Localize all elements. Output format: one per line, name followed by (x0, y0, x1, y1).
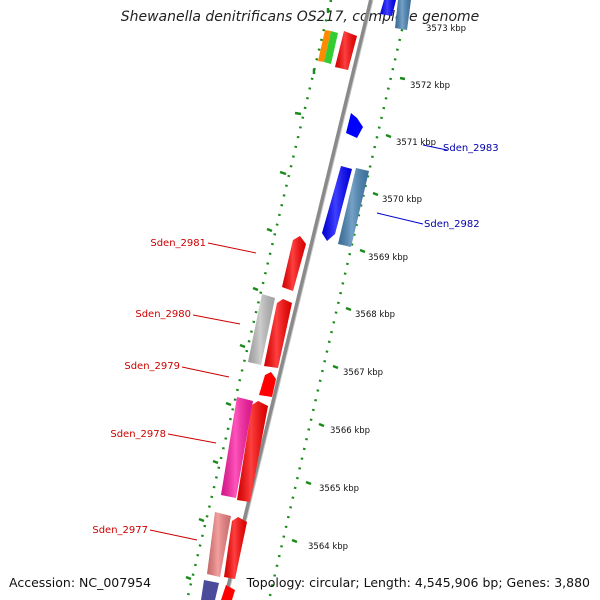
gene-feature[interactable] (335, 31, 357, 70)
leader-line (192, 314, 241, 325)
genome-summary-text: Topology: circular; Length: 4,545,906 bp… (246, 575, 590, 590)
genome-backbone-highlight (226, 0, 374, 600)
outer-tick (332, 364, 339, 370)
inner-tick (225, 401, 232, 407)
inner-tick (294, 111, 302, 116)
outer-ring-ticks (291, 76, 406, 544)
gene-feature[interactable] (237, 401, 268, 502)
inner-dotted-ring (185, 0, 333, 600)
genome-backbone (223, 0, 373, 600)
gene-label[interactable]: Sden_2981 (150, 238, 206, 249)
label-leaders (149, 144, 448, 541)
scale-label: 3572 kbp (410, 81, 450, 91)
leader-line (376, 212, 424, 225)
inner-tick (252, 286, 259, 292)
accession-text: Accession: NC_007954 (9, 575, 152, 590)
outer-tick (291, 538, 298, 544)
leader-line (422, 144, 448, 151)
inner-gene-track (201, 30, 357, 600)
gene-feature[interactable] (221, 585, 235, 600)
gene-label[interactable]: Sden_2980 (135, 309, 191, 320)
scale-label: 3570 kbp (382, 195, 422, 205)
gene-feature[interactable] (324, 31, 338, 64)
gene-feature[interactable] (346, 113, 363, 138)
leader-line (167, 433, 217, 444)
gene-label[interactable]: Sden_2982 (424, 219, 480, 230)
scale-label: 3571 kbp (396, 138, 436, 148)
outer-tick (372, 191, 379, 197)
gene-feature[interactable] (264, 299, 292, 368)
outer-tick (359, 248, 366, 254)
gene-feature[interactable] (259, 372, 276, 397)
outer-tick (305, 480, 312, 486)
gene-feature[interactable] (338, 168, 369, 247)
outer-tick (385, 133, 392, 139)
gene-feature[interactable] (221, 397, 253, 498)
inner-tick (266, 227, 273, 233)
gene-label[interactable]: Sden_2983 (443, 143, 499, 154)
gene-feature[interactable] (207, 512, 231, 577)
inner-ring-ticks (185, 8, 330, 581)
scale-label: 3567 kbp (343, 368, 383, 378)
gene-feature[interactable] (248, 294, 275, 365)
leader-line (149, 529, 198, 541)
scale-label: 3569 kbp (368, 253, 408, 263)
gene-label[interactable]: Sden_2978 (110, 429, 166, 440)
leader-line (181, 366, 230, 378)
gene-feature[interactable] (318, 30, 331, 62)
scale-label: 3566 kbp (330, 426, 370, 436)
scale-label: 3573 kbp (426, 24, 466, 34)
outer-tick (399, 76, 406, 81)
gene-feature[interactable] (201, 580, 219, 600)
inner-tick (185, 575, 192, 581)
gene-label[interactable]: Sden_2979 (124, 361, 180, 372)
gene-feature[interactable] (322, 166, 352, 241)
outer-dotted-ring (267, 0, 411, 600)
gene-feature[interactable] (224, 517, 247, 579)
inner-tick (239, 343, 246, 349)
leader-line (207, 242, 257, 254)
inner-tick (279, 170, 287, 176)
gene-label[interactable]: Sden_2977 (92, 525, 148, 536)
outer-tick (318, 422, 325, 428)
gene-feature[interactable] (282, 236, 306, 291)
gene-feature[interactable] (395, 0, 411, 30)
gene-feature[interactable] (380, 0, 396, 16)
scale-label: 3568 kbp (355, 310, 395, 320)
scale-label: 3564 kbp (308, 542, 348, 552)
inner-tick (212, 459, 219, 465)
inner-tick (198, 517, 205, 523)
outer-tick (345, 306, 352, 312)
outer-gene-track (322, 0, 411, 247)
scale-label: 3565 kbp (319, 484, 359, 494)
